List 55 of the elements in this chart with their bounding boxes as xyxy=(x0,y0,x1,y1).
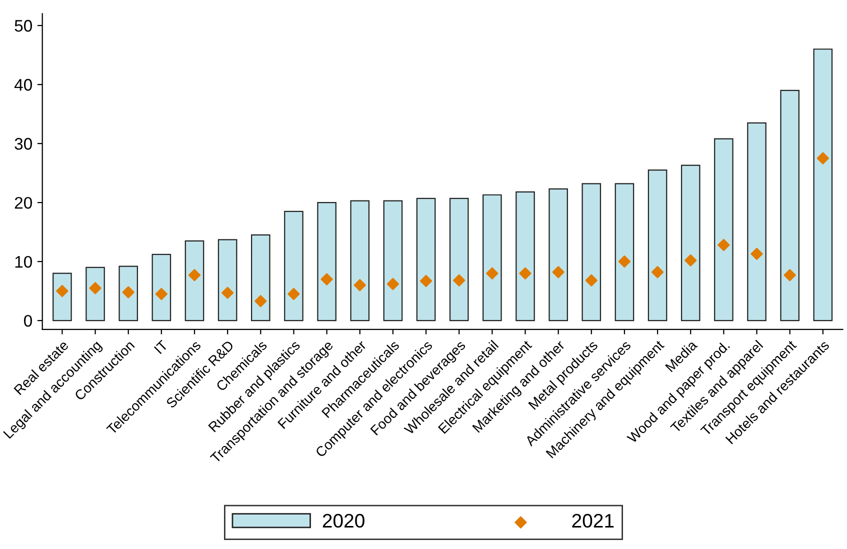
bar xyxy=(250,234,270,322)
bar xyxy=(416,198,436,322)
point xyxy=(651,266,664,278)
bar xyxy=(118,266,138,322)
point xyxy=(354,279,366,292)
bar xyxy=(449,198,469,322)
y-tick-label: 20 xyxy=(14,196,32,209)
point xyxy=(386,278,400,290)
bar xyxy=(284,210,304,322)
point xyxy=(155,288,168,300)
bar xyxy=(86,266,105,322)
point xyxy=(254,295,267,308)
point xyxy=(320,273,333,286)
bar xyxy=(648,170,668,322)
point xyxy=(486,267,498,280)
bar xyxy=(52,272,72,322)
point xyxy=(750,248,763,260)
point xyxy=(585,274,598,286)
point xyxy=(122,286,134,298)
y-tick-label: 10 xyxy=(15,256,32,268)
bar xyxy=(482,194,502,322)
bar xyxy=(747,122,766,322)
point xyxy=(618,255,631,268)
point xyxy=(453,274,466,286)
bar xyxy=(614,183,634,322)
point xyxy=(420,274,432,288)
y-tick-label: 0 xyxy=(24,314,32,327)
bar xyxy=(813,48,833,322)
y-tick-label: 50 xyxy=(14,20,32,32)
legend-label: 2021 xyxy=(572,514,614,528)
bar xyxy=(582,183,602,322)
point xyxy=(784,269,796,282)
point xyxy=(89,282,102,294)
bar xyxy=(516,191,535,322)
point xyxy=(718,238,730,252)
bar xyxy=(152,254,172,322)
point xyxy=(816,152,829,164)
bar xyxy=(184,240,204,322)
bar xyxy=(680,164,700,322)
y-tick-label: 40 xyxy=(14,78,32,91)
y-tick-label: 30 xyxy=(14,138,32,150)
bar xyxy=(548,188,568,322)
point xyxy=(519,267,532,280)
bar xyxy=(218,239,238,322)
bar xyxy=(317,202,336,322)
bar xyxy=(350,200,370,322)
bar xyxy=(714,138,734,322)
bar xyxy=(780,90,800,322)
point xyxy=(684,254,697,266)
point xyxy=(552,266,564,278)
legend-label: 2020 xyxy=(322,514,364,528)
point xyxy=(288,288,300,300)
bar xyxy=(383,200,403,322)
point xyxy=(188,269,201,282)
point xyxy=(221,286,234,299)
